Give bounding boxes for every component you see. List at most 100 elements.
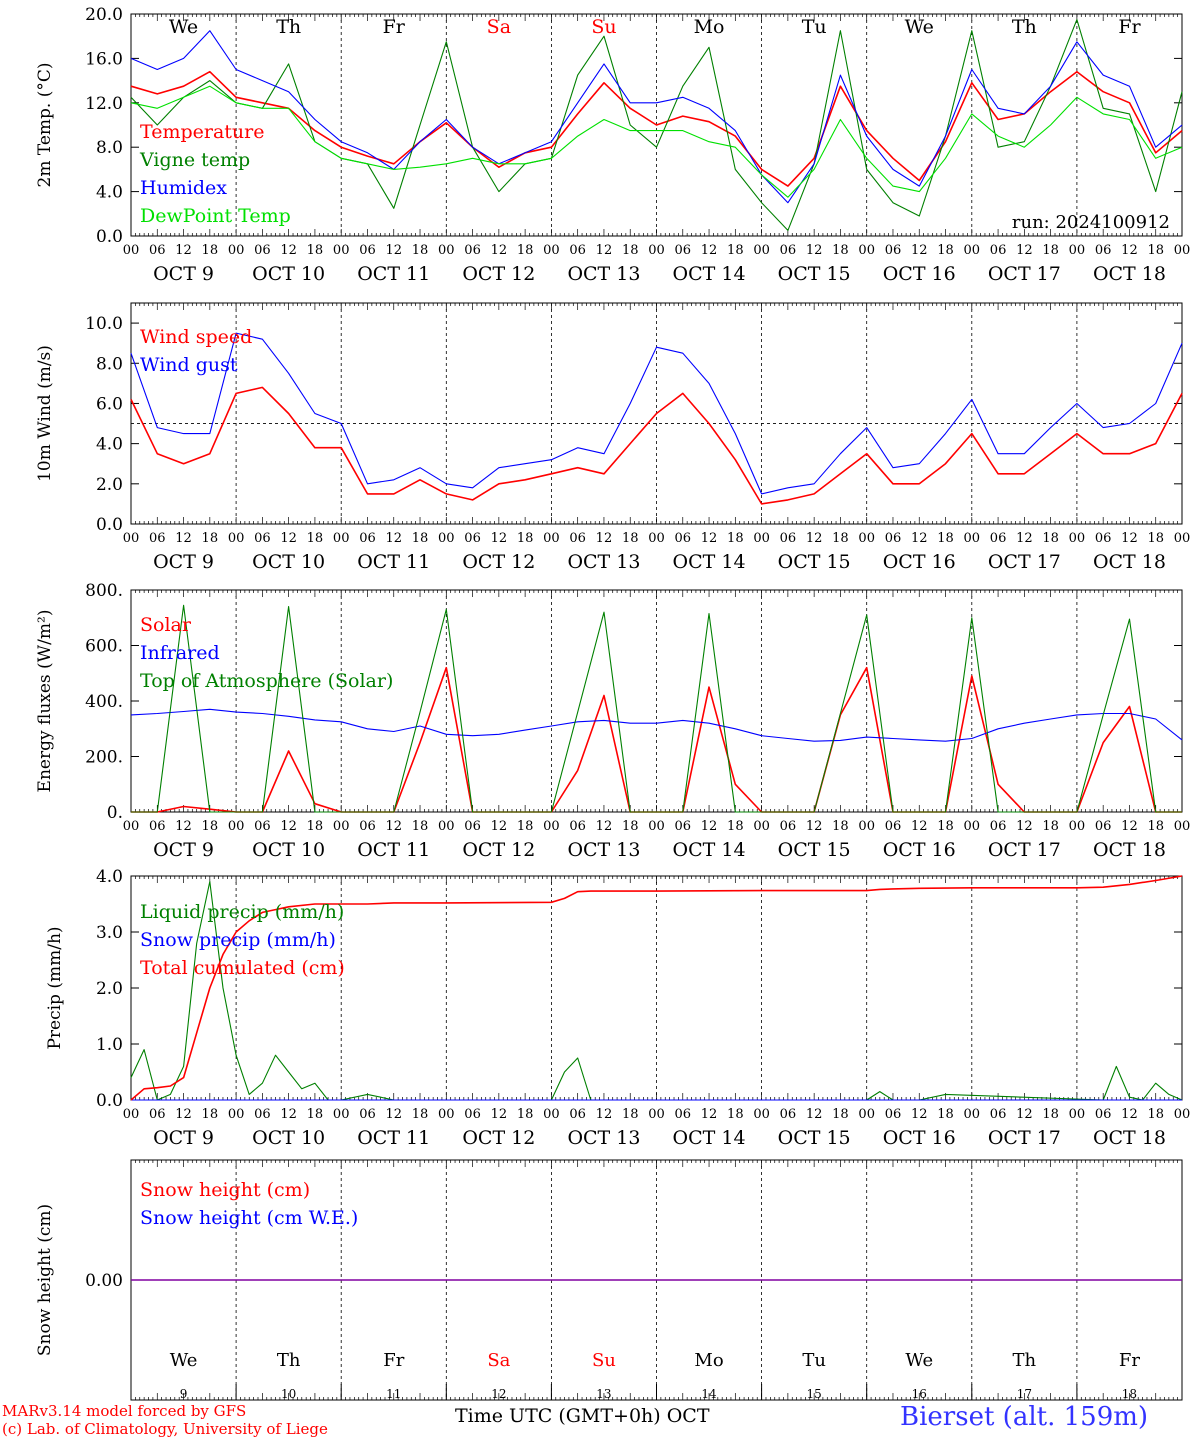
hour-tick-label: 12	[491, 531, 508, 546]
bottom-date-label: 14	[701, 1387, 717, 1401]
hour-tick-label: 06	[780, 243, 797, 258]
hour-tick-label: 18	[937, 243, 954, 258]
date-label: OCT 15	[778, 551, 851, 573]
hour-tick-label: 00	[858, 1107, 875, 1122]
y-tick-label: 0.0	[96, 227, 123, 247]
hour-tick-label: 06	[359, 819, 376, 834]
date-label: OCT 16	[883, 263, 956, 285]
legend-entry: Infrared	[140, 642, 220, 664]
hour-tick-label: 18	[517, 819, 534, 834]
series-line-wind-speed	[130, 386, 1183, 505]
hour-tick-label: 00	[123, 243, 140, 258]
y-tick-label: 6.0	[96, 394, 123, 414]
date-label: OCT 12	[462, 263, 535, 285]
hour-tick-label: 12	[596, 531, 613, 546]
y-axis-label: Energy fluxes (W/m²)	[35, 610, 55, 793]
date-label: OCT 18	[1093, 839, 1166, 861]
hour-tick-label: 00	[648, 531, 665, 546]
series-line-temperature	[130, 70, 1183, 187]
legend-entry: Snow height (cm)	[140, 1179, 310, 1201]
hour-tick-label: 18	[202, 819, 219, 834]
bottom-date-label: 9	[180, 1387, 188, 1401]
bottom-date-label: 13	[596, 1387, 611, 1401]
hour-tick-label: 06	[569, 1107, 586, 1122]
hour-tick-label: 06	[149, 819, 166, 834]
y-tick-label: 0.	[107, 803, 123, 823]
hour-tick-label: 00	[1069, 243, 1086, 258]
hour-tick-label: 18	[307, 243, 324, 258]
date-label: OCT 18	[1093, 551, 1166, 573]
y-tick-label: 16.0	[85, 49, 123, 69]
hour-tick-label: 12	[1016, 531, 1033, 546]
hour-tick-label: 12	[701, 531, 718, 546]
hour-tick-label: 00	[964, 819, 981, 834]
date-label: OCT 13	[567, 1127, 640, 1149]
hour-tick-label: 06	[464, 531, 481, 546]
date-label: OCT 11	[357, 839, 430, 861]
bottom-date-label: 15	[807, 1387, 822, 1401]
hour-tick-label: 18	[832, 243, 849, 258]
y-tick-label: 1.0	[96, 1035, 123, 1055]
hour-tick-label: 00	[543, 531, 560, 546]
hour-tick-label: 18	[412, 531, 429, 546]
weekday-label: Mo	[694, 16, 725, 38]
hour-tick-label: 00	[123, 819, 140, 834]
hour-tick-label: 12	[280, 243, 297, 258]
hour-tick-label: 12	[911, 1107, 928, 1122]
hour-tick-label: 06	[254, 819, 271, 834]
hour-tick-label: 06	[990, 819, 1007, 834]
hour-tick-label: 06	[149, 243, 166, 258]
panel-3	[130, 589, 1183, 813]
hour-tick-label: 06	[990, 531, 1007, 546]
weekday-label: Th	[276, 16, 301, 38]
hour-tick-label: 06	[1095, 819, 1112, 834]
date-label: OCT 17	[988, 839, 1061, 861]
hour-tick-label: 06	[464, 1107, 481, 1122]
hour-tick-label: 00	[753, 1107, 770, 1122]
y-tick-label: 4.0	[96, 183, 123, 203]
hour-tick-label: 18	[832, 1107, 849, 1122]
date-label: OCT 10	[252, 1127, 325, 1149]
date-label: OCT 9	[153, 1127, 214, 1149]
hour-tick-label: 18	[202, 1107, 219, 1122]
hour-tick-label: 00	[753, 243, 770, 258]
weekday-label: Sa	[487, 16, 511, 38]
y-axis-label: 2m Temp. (°C)	[35, 62, 55, 187]
y-tick-label: 3.0	[96, 923, 123, 943]
hour-tick-label: 18	[1042, 531, 1059, 546]
hour-tick-label: 00	[228, 531, 245, 546]
hour-tick-label: 18	[1147, 819, 1164, 834]
y-tick-label: 400.	[85, 692, 123, 712]
hour-tick-label: 12	[806, 1107, 823, 1122]
date-label: OCT 13	[567, 263, 640, 285]
hour-tick-label: 06	[359, 1107, 376, 1122]
date-label: OCT 17	[988, 263, 1061, 285]
y-axis-label: Precip (mm/h)	[45, 926, 65, 1049]
date-label: OCT 18	[1093, 1127, 1166, 1149]
hour-tick-label: 06	[464, 243, 481, 258]
hour-tick-label: 12	[596, 243, 613, 258]
y-tick-label: 8.0	[96, 354, 123, 374]
hour-tick-label: 18	[727, 819, 744, 834]
hour-tick-label: 00	[333, 531, 350, 546]
hour-tick-label: 00	[438, 531, 455, 546]
hour-tick-label: 12	[1016, 243, 1033, 258]
hour-tick-label: 18	[622, 1107, 639, 1122]
hour-tick-label: 12	[911, 243, 928, 258]
hour-tick-label: 00	[228, 243, 245, 258]
hour-tick-label: 12	[491, 243, 508, 258]
date-label: OCT 16	[883, 1127, 956, 1149]
y-tick-label: 20.0	[85, 5, 123, 25]
y-tick-label: 2.0	[96, 475, 123, 495]
hour-tick-label: 06	[1095, 243, 1112, 258]
legend-entry: Top of Atmosphere (Solar)	[140, 670, 393, 692]
weekday-label: Th	[1012, 16, 1037, 38]
hour-tick-label: 12	[596, 1107, 613, 1122]
hour-tick-label: 00	[1069, 531, 1086, 546]
legend-entry: Total cumulated (cm)	[140, 957, 345, 979]
hour-tick-label: 06	[780, 819, 797, 834]
hour-tick-label: 18	[412, 1107, 429, 1122]
hour-tick-label: 12	[911, 531, 928, 546]
series-line-total-cumulated-cm-	[130, 875, 1183, 1101]
legend-entry: Liquid precip (mm/h)	[140, 901, 344, 923]
